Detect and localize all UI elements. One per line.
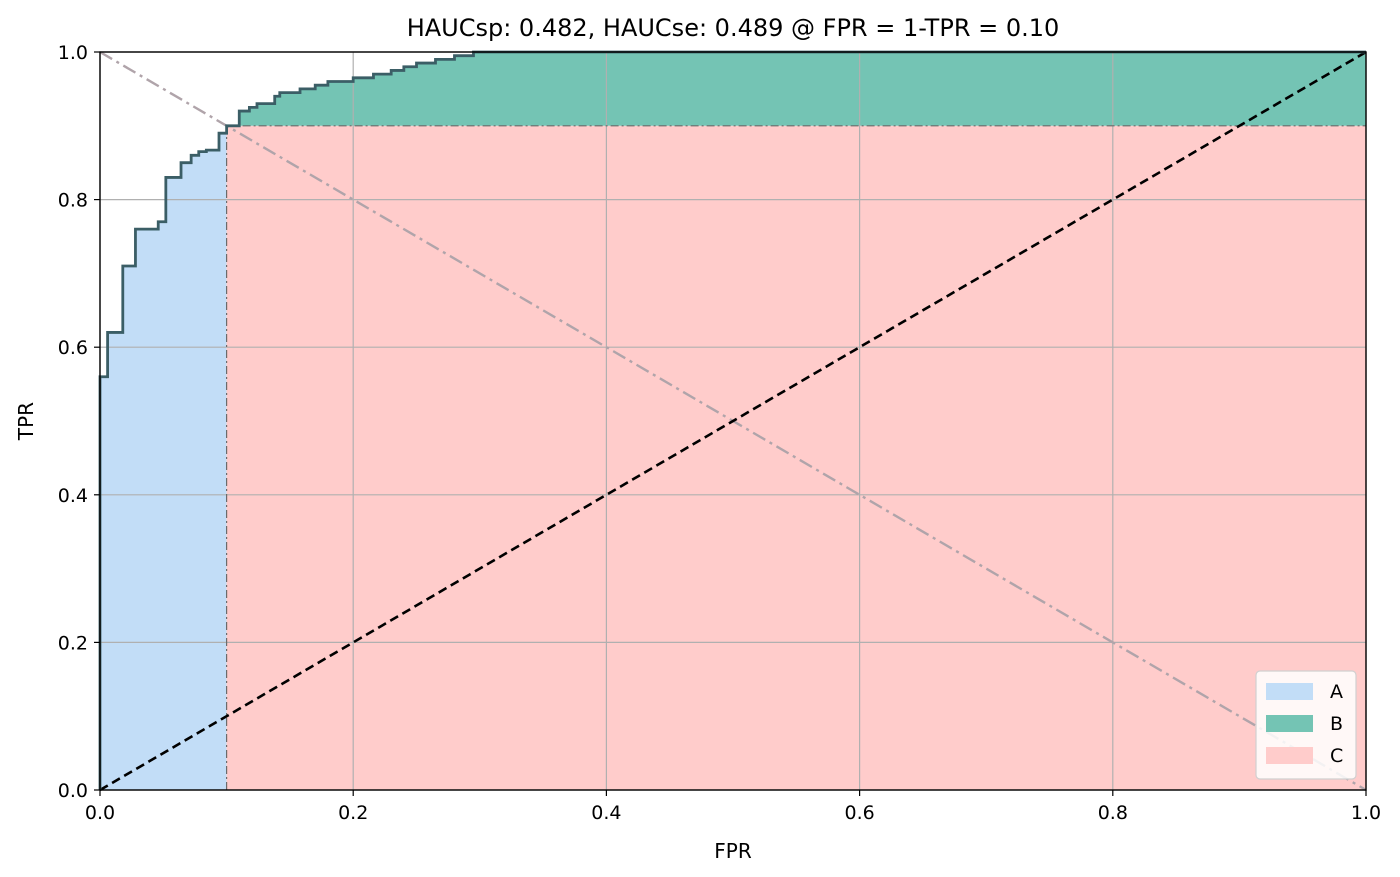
legend: ABC <box>1255 670 1357 780</box>
x-tick-label: 0.8 <box>1098 802 1128 824</box>
y-tick-label: 0.2 <box>58 632 88 654</box>
y-axis-title: TPR <box>14 402 38 441</box>
legend-swatch-a <box>1266 683 1313 700</box>
legend-swatch-b <box>1266 715 1313 732</box>
x-tick-label: 1.0 <box>1351 802 1381 824</box>
legend-swatch-c <box>1266 747 1313 764</box>
plot-frame <box>99 51 1367 791</box>
x-tick-label: 0.2 <box>338 802 368 824</box>
legend-label-b: B <box>1330 713 1343 735</box>
x-tick-label: 0.6 <box>844 802 874 824</box>
area-b <box>226 52 1367 126</box>
legend-label-c: C <box>1330 745 1343 767</box>
chart-title: HAUCsp: 0.482, HAUCse: 0.489 @ FPR = 1-T… <box>407 14 1060 42</box>
y-tick-label: 1.0 <box>58 42 88 64</box>
x-axis-title: FPR <box>714 839 752 863</box>
chance-diagonal-line <box>99 50 1367 792</box>
y-tick-label: 0.0 <box>58 780 88 802</box>
y-tick-label: 0.4 <box>58 485 88 507</box>
x-tick-label: 0.0 <box>85 802 115 824</box>
y-tick-label: 0.6 <box>58 337 88 359</box>
y-tick-label: 0.8 <box>58 190 88 212</box>
x-tick-label: 0.4 <box>591 802 621 824</box>
roc-curve <box>98 50 1366 790</box>
legend-label-a: A <box>1330 681 1343 703</box>
area-a <box>100 125 227 791</box>
